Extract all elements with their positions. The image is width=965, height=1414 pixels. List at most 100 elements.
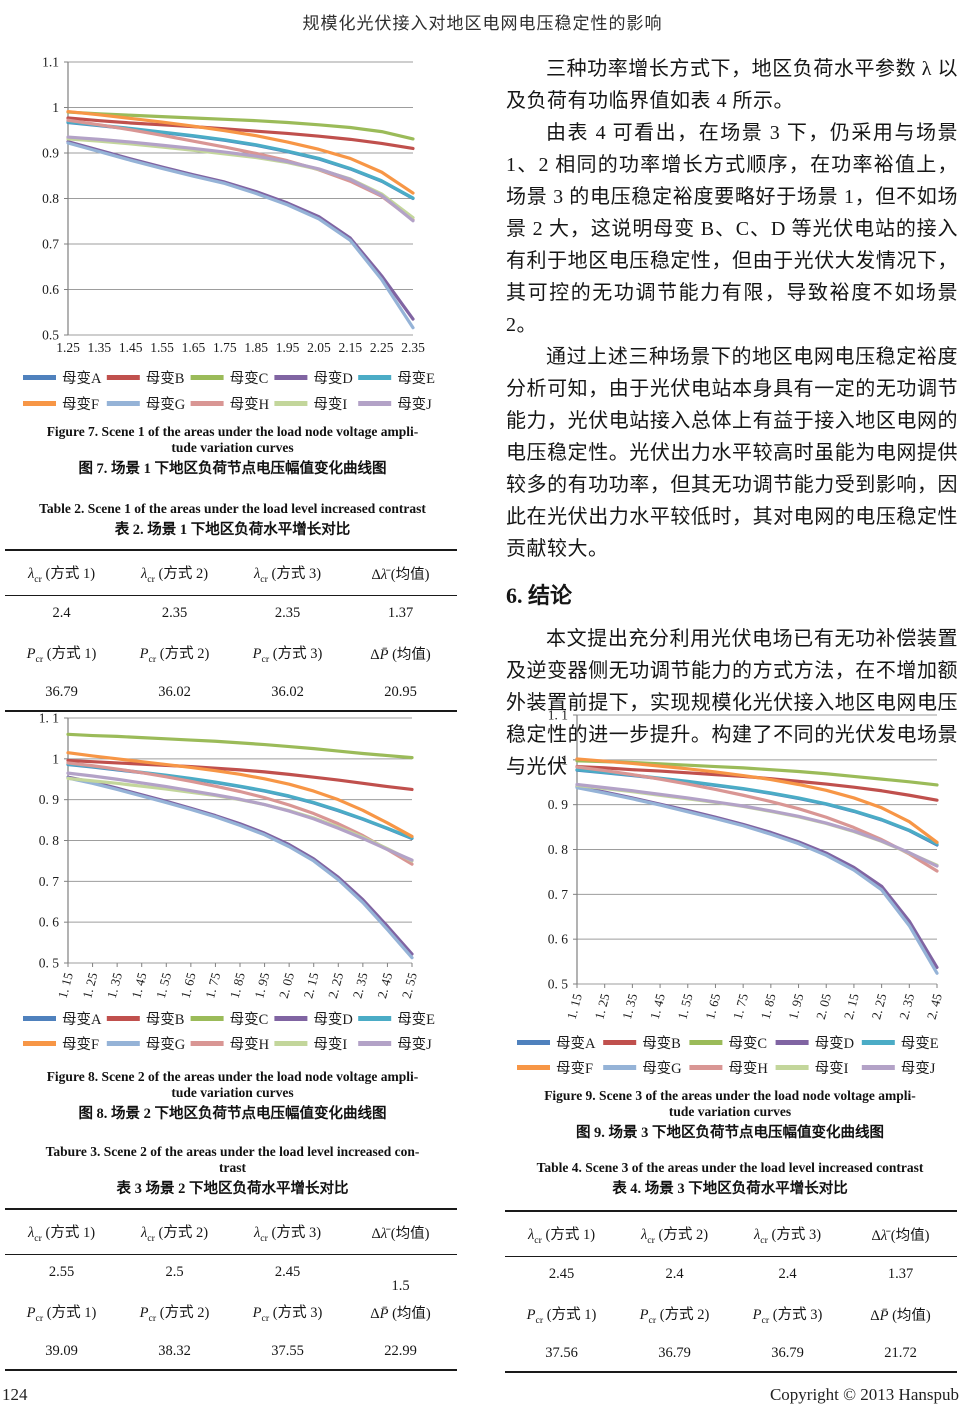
scene3-voltage-chart: 1. 1 1 0. 9 0. 8 0. 7 0. 6 0. 51. 15 1. 25 1. 35… <box>517 708 945 1074</box>
data-table: λcr (方式 1) λcr (方式 2) λcr (方式 3) Δλ̄ (均值) 2.… <box>5 549 457 712</box>
table-cell: 39.09 <box>45 1342 78 1359</box>
paragraph-load-level: 三种功率增长方式下，地区负荷水平参数 λ 以及负荷有功临界值如表 4 所示。 <box>506 58 958 112</box>
scene1-voltage-chart: 1.110.90.80.70.60.51.25 1.35 1.45 1.55 1.65 1… <box>23 55 435 413</box>
x-axis-tick-label: 1. 55 <box>153 971 174 1000</box>
series-line-母变F <box>66 109 415 195</box>
table-cell: Pcr (方式 2) <box>139 645 210 665</box>
table-row: 2.4 2.35 2.35 1.37 <box>5 595 457 631</box>
table-cell: 2.4 <box>665 1265 684 1282</box>
table4-caption: Table 4. Scene 3 of the areas under the … <box>500 1160 960 1198</box>
x-axis-tick-label: 1.85 <box>244 340 268 355</box>
legend-label: 母变D <box>313 1011 352 1028</box>
x-axis-tick-label: 1. 35 <box>619 992 640 1021</box>
legend-swatch-母变A <box>517 1040 550 1045</box>
x-axis-tick-label: 2. 15 <box>300 971 321 1000</box>
y-axis-tick-label: 0.6 <box>42 282 59 297</box>
table-cell: Pcr (方式 3) <box>752 1306 823 1326</box>
y-axis-tick-label: 1 <box>52 100 59 115</box>
series-line-母变H <box>575 765 939 873</box>
legend-label: 母变H <box>728 1060 768 1074</box>
legend-label: 母变I <box>313 1036 347 1053</box>
series-lines <box>575 757 939 975</box>
x-axis-tick-label: 1. 85 <box>227 971 248 1000</box>
legend-label: 母变J <box>901 1060 936 1074</box>
y-axis-tick-label: 0. 6 <box>39 915 60 930</box>
page-header-title: 规模化光伏接入对地区电网电压稳定性的影响 <box>302 14 663 33</box>
series-line-母变C <box>66 110 415 141</box>
series-line-母变H <box>66 118 415 222</box>
y-axis-tick-label: 0. 9 <box>548 797 569 812</box>
legend-swatch-母变B <box>106 375 140 380</box>
y-axis-tick-label: 0.5 <box>42 328 59 343</box>
legend-label: 母变B <box>642 1035 681 1052</box>
table-cell: λcr (方式 2) <box>118 1209 231 1255</box>
table-cell: 1.37 <box>387 604 414 621</box>
table-row: λcr (方式 1) λcr (方式 2) λcr (方式 3) Δλ̄ (均值) <box>505 1211 957 1257</box>
x-axis-tick-label: 2.35 <box>401 340 425 355</box>
table-cell: 2.45 <box>548 1265 575 1282</box>
table-row: Pcr (方式 1) Pcr (方式 2) Pcr (方式 3) ΔP̄ (均值) <box>5 631 457 675</box>
legend-label: 母变A <box>62 1011 102 1028</box>
table-cell: Pcr (方式 2) <box>639 1306 710 1326</box>
legend-swatch-母变J <box>358 401 392 406</box>
table-cell: Pcr (方式 1) <box>526 1306 597 1326</box>
legend-swatch-母变C <box>689 1040 723 1045</box>
legend-swatch-母变I <box>274 1041 308 1046</box>
table-row: Pcr (方式 1) Pcr (方式 2) Pcr (方式 3) ΔP̄ (均值) <box>5 1290 457 1334</box>
table-row: λcr (方式 1) λcr (方式 2) λcr (方式 3) Δλ̄ (均值) <box>5 1209 457 1255</box>
x-axis-tick-label: 1. 25 <box>591 992 612 1021</box>
x-axis-tick-label: 2. 45 <box>374 971 395 1000</box>
y-axis-tick-label: 0. 5 <box>39 956 60 971</box>
table-cell: ΔP̄ (均值) <box>370 646 431 663</box>
figure7-caption-en: Figure 7. Scene 1 of the areas under the… <box>46 424 419 455</box>
legend-label: 母变J <box>397 1036 432 1053</box>
legend-swatch-母变H <box>689 1065 723 1070</box>
y-axis-tick-label: 1. 1 <box>548 708 568 723</box>
legend-swatch-母变B <box>603 1040 637 1045</box>
table-row: 39.09 38.32 37.55 22.99 <box>5 1334 457 1370</box>
legend-label: 母变C <box>230 1011 269 1028</box>
x-axis-tick-label: 1. 45 <box>128 971 149 1000</box>
table-cell: 2.45 <box>274 1263 301 1280</box>
table-cell: 37.55 <box>271 1342 304 1359</box>
table-row: 37.56 36.79 36.79 21.72 <box>505 1336 957 1372</box>
table-cell: λcr (方式 1) <box>5 1209 118 1255</box>
table-cell: Pcr (方式 1) <box>26 1304 97 1324</box>
series-line-母变F <box>66 751 414 839</box>
table-cell: 1.37 <box>887 1265 914 1282</box>
table3-caption-zh: 表 3 场景 2 下地区负荷水平增长对比 <box>116 1181 349 1197</box>
x-axis-tick-label: 2. 25 <box>868 992 889 1021</box>
table-cell: 2.55 <box>48 1263 75 1280</box>
table3-caption: Tabure 3. Scene 2 of the areas under the… <box>5 1144 460 1198</box>
x-axis-tick-label: 1. 25 <box>79 971 100 1000</box>
table-cell: Pcr (方式 2) <box>139 1304 210 1324</box>
legend-label: 母变C <box>728 1035 767 1052</box>
series-line-母变G <box>575 786 939 975</box>
table-cell: ΔP̄ (均值) <box>370 1305 431 1322</box>
legend-swatch-母变I <box>274 401 308 406</box>
legend-label: 母变D <box>815 1035 854 1052</box>
legend-label: 母变D <box>313 370 352 387</box>
table-cell: 36.79 <box>45 683 78 700</box>
copyright-notice: Copyright © 2013 Hanspub <box>769 1385 959 1404</box>
x-axis-tick-label: 1. 65 <box>702 992 723 1021</box>
table2-caption: Table 2. Scene 1 of the areas under the … <box>5 501 460 539</box>
series-line-母变G <box>66 141 415 330</box>
x-axis-labels: 1. 15 1. 25 1. 35 1. 45 1. 55 1. 65 1. 75 1. 85… <box>564 984 945 1021</box>
table-cell: 1.5 <box>391 1277 410 1294</box>
gridlines <box>64 61 413 336</box>
y-axis-tick-label: 1.1 <box>42 55 59 70</box>
legend-swatch-母变D <box>775 1040 809 1045</box>
table-cell: λcr (方式 2) <box>618 1211 731 1257</box>
figure9-caption-zh: 图 9. 场景 3 下地区负荷节点电压幅值变化曲线图 <box>575 1125 885 1141</box>
y-axis-tick-label: 0. 5 <box>548 977 569 992</box>
x-axis-tick-label: 2. 55 <box>399 971 420 1000</box>
data-table: λcr (方式 1) λcr (方式 2) λcr (方式 3) Δλ̄ (均值) 2.… <box>5 1208 457 1371</box>
scene2-voltage-chart: 1. 1 1 0. 9 0. 8 0. 7 0. 6 0. 51. 15 1. 25 1. 35… <box>23 711 435 1053</box>
legend-label: 母变A <box>556 1035 596 1052</box>
table-cell: 36.02 <box>158 683 191 700</box>
series-line-母变F <box>575 757 939 844</box>
legend-label: 母变F <box>62 1036 99 1053</box>
x-axis-tick-label: 1. 55 <box>674 992 695 1021</box>
